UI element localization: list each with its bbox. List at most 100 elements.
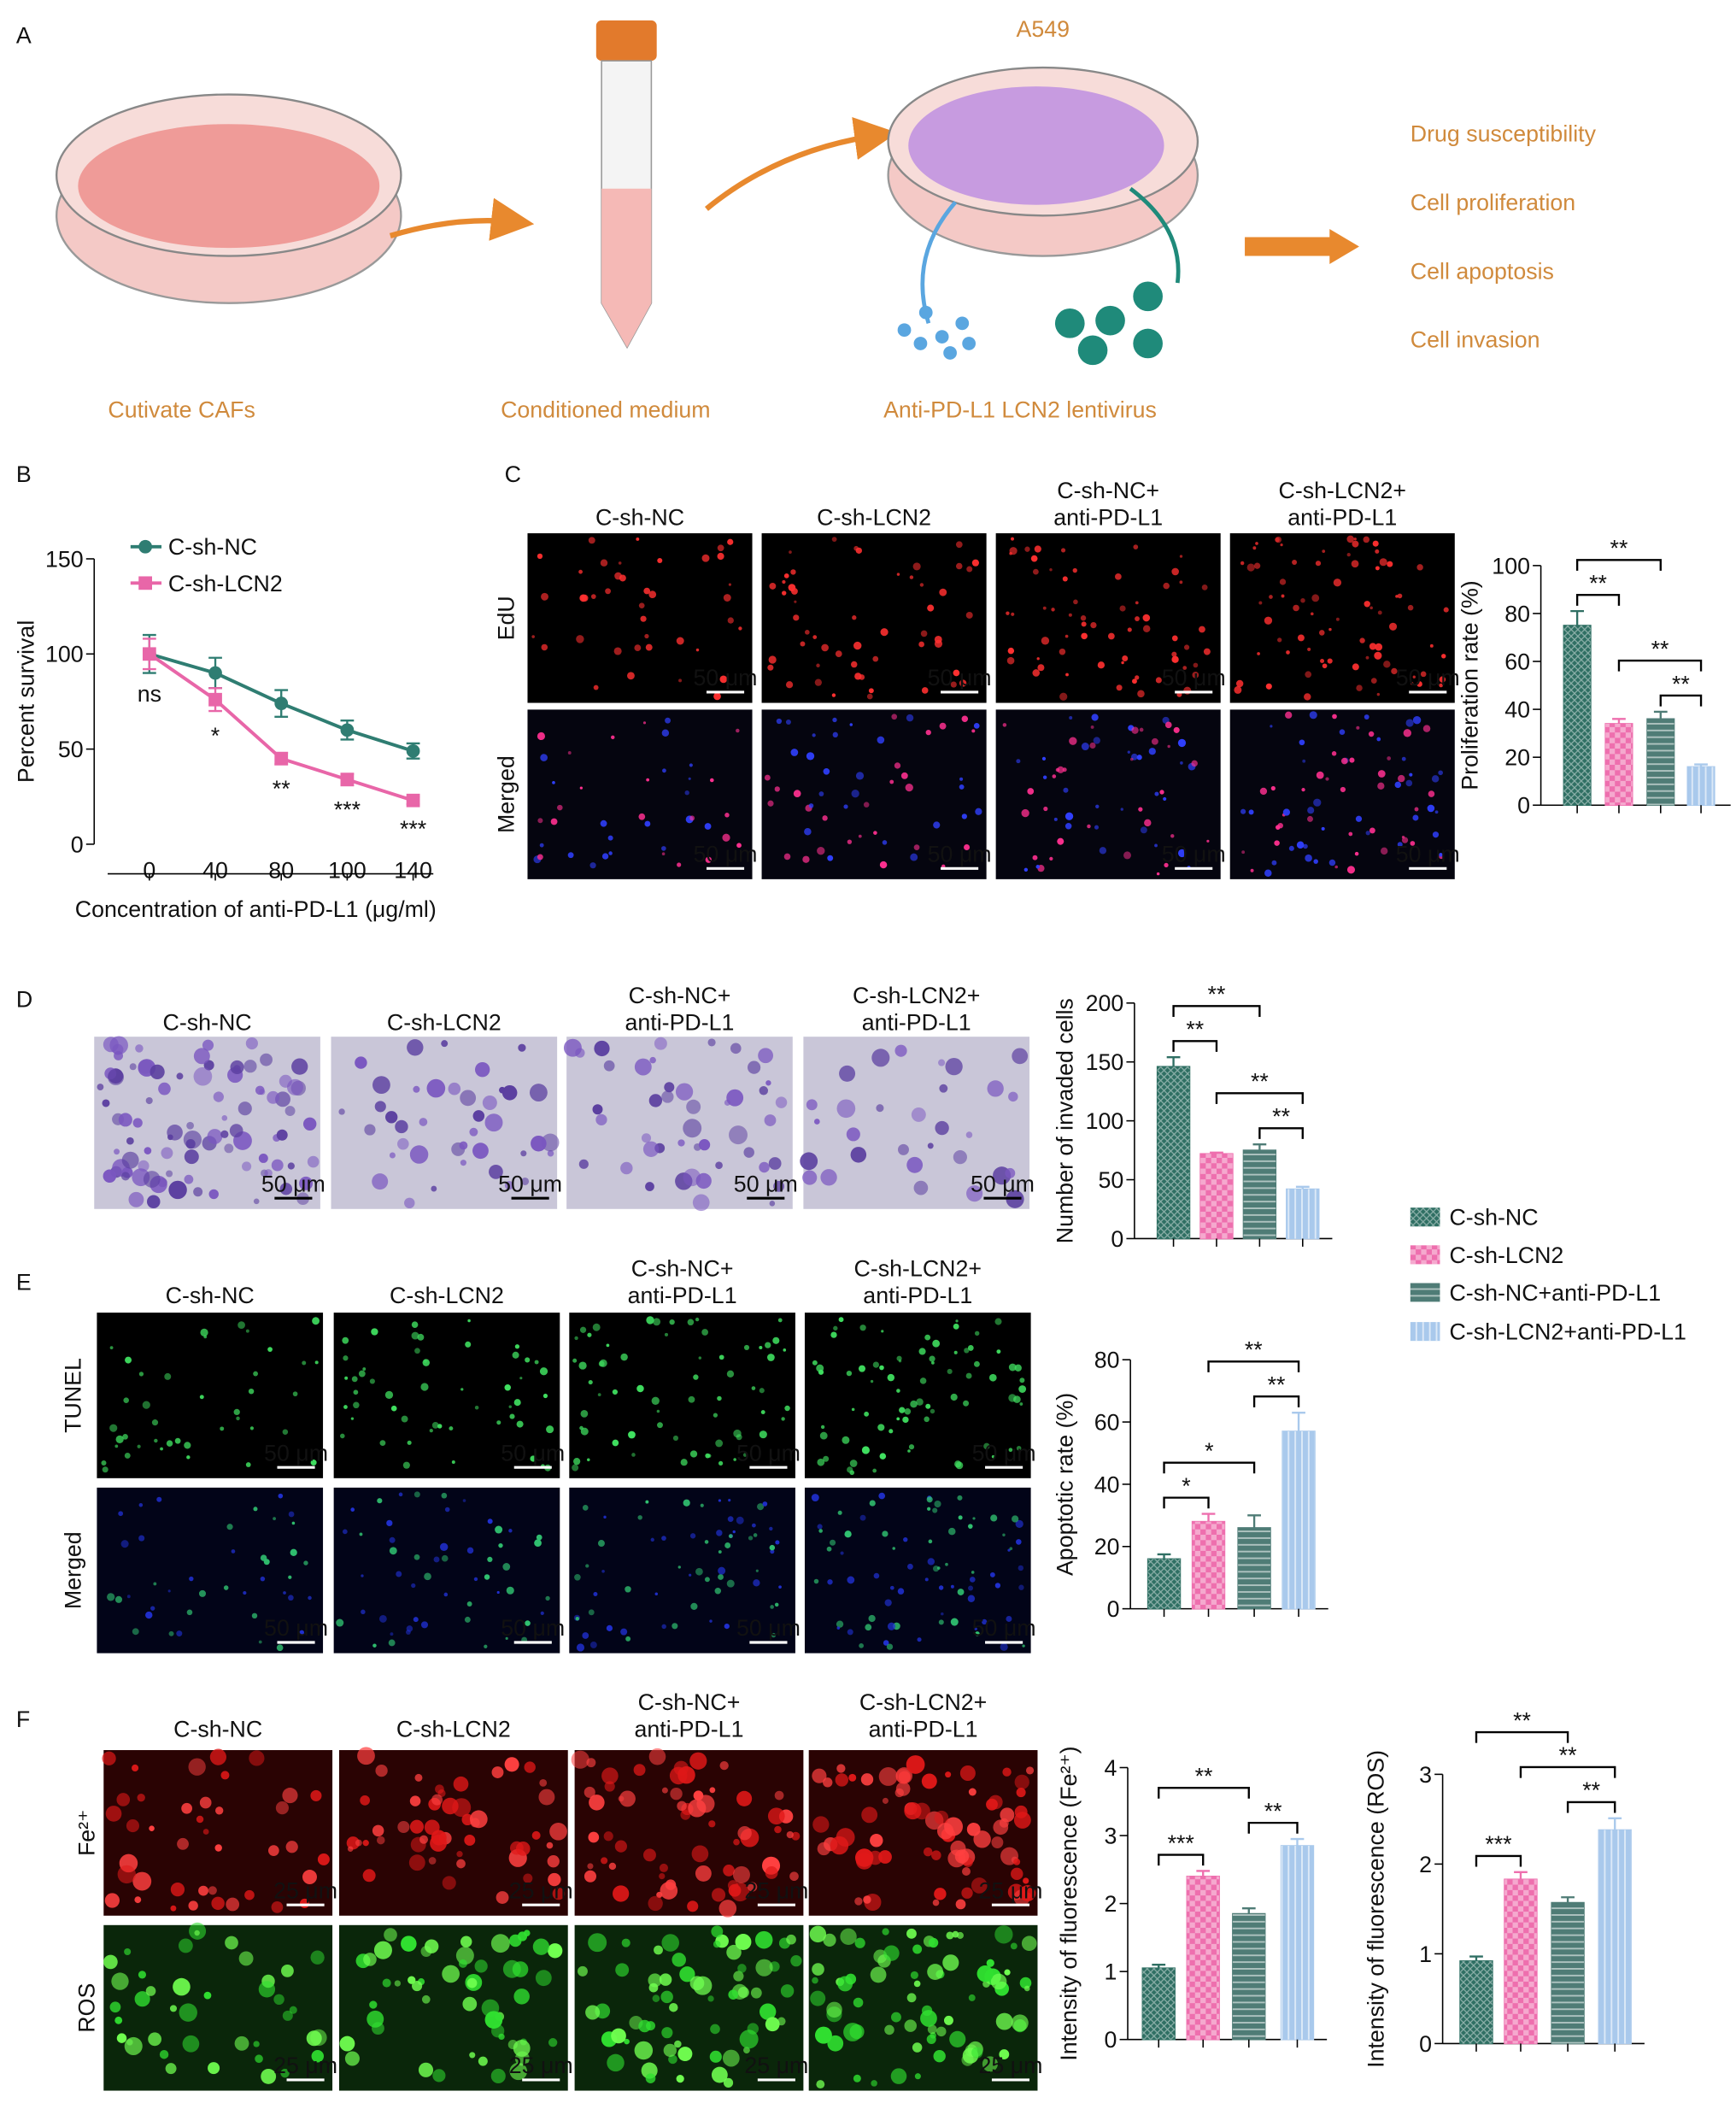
cell (437, 1424, 443, 1429)
cell (814, 678, 822, 686)
cell (120, 1172, 130, 1181)
cell (302, 1360, 307, 1366)
point (340, 772, 355, 787)
cell (947, 1849, 966, 1868)
cell (545, 1595, 550, 1601)
cell (843, 2023, 862, 2041)
cell (182, 2035, 200, 2053)
cell (390, 1632, 394, 1636)
cell (173, 1977, 191, 1996)
cell (945, 1771, 952, 1778)
cell (472, 1143, 489, 1160)
cell (248, 1388, 255, 1395)
cell (971, 1571, 975, 1574)
cell (273, 1994, 284, 2006)
cell (1018, 1385, 1027, 1393)
cell (1137, 690, 1145, 698)
cell (718, 1460, 724, 1466)
cell (614, 1840, 627, 1853)
column-header: C-sh-LCN2+ (1279, 478, 1407, 503)
cell (202, 1829, 209, 1835)
cell (588, 1933, 607, 1953)
cell (769, 1526, 773, 1531)
cell (611, 735, 615, 740)
cell (753, 1533, 758, 1537)
cell (1270, 785, 1276, 791)
cell (489, 1164, 503, 1179)
cell (820, 1425, 825, 1430)
cell (921, 1773, 937, 1789)
cell (775, 1540, 780, 1545)
cell (762, 1501, 768, 1507)
cell (132, 1871, 152, 1891)
significance: ** (1651, 636, 1669, 661)
cell (612, 1389, 618, 1395)
column-header: anti-PD-L1 (1287, 505, 1397, 531)
cell (689, 763, 693, 767)
cell (948, 1527, 956, 1536)
cell (233, 1408, 240, 1416)
cell (460, 1936, 472, 1947)
y-tick-label: 60 (1094, 1410, 1120, 1436)
cell (221, 1115, 228, 1121)
cell (879, 1365, 884, 1371)
cell (143, 1171, 161, 1188)
significance: ** (273, 776, 290, 802)
micrograph (333, 1487, 560, 1654)
cell (371, 1328, 378, 1336)
cell (687, 1319, 695, 1326)
y-tick-label: 100 (1086, 1108, 1124, 1134)
cell (769, 582, 777, 590)
cell (849, 1470, 855, 1476)
cell (402, 1461, 410, 1469)
cell (518, 1043, 526, 1052)
cell (267, 1347, 273, 1353)
cell (408, 1854, 425, 1871)
cell (774, 1602, 779, 1607)
y-tick-label: 4 (1105, 1755, 1117, 1781)
cell (810, 1990, 826, 2006)
cell (595, 1113, 607, 1125)
cell (308, 1595, 312, 1601)
cell (1171, 655, 1179, 663)
point (274, 696, 289, 711)
cell (678, 678, 683, 683)
cell (738, 626, 742, 631)
panel-label: C (505, 461, 521, 487)
y-tick-label: 80 (1504, 601, 1530, 626)
cell (765, 1866, 778, 1879)
y-tick-label: 0 (71, 831, 84, 857)
cell (459, 1141, 468, 1150)
cell (202, 1039, 214, 1051)
cell (717, 1395, 722, 1401)
cell (1081, 632, 1088, 640)
cell (306, 2030, 322, 2047)
cell (160, 1447, 163, 1451)
cell (1199, 626, 1205, 633)
cell (849, 1460, 858, 1467)
cell (431, 1421, 439, 1429)
cell (1356, 725, 1360, 730)
cell (936, 1823, 954, 1840)
cell (1123, 851, 1131, 860)
cell (413, 1491, 420, 1498)
cell (1009, 551, 1012, 555)
cell (214, 1844, 222, 1852)
cell (1010, 1942, 1018, 1950)
cell (689, 1752, 707, 1770)
cell (813, 1578, 819, 1584)
outcome: Drug susceptibility (1410, 121, 1597, 147)
cell (473, 1577, 478, 1582)
cell (938, 1619, 944, 1625)
cell (818, 791, 824, 796)
cell (872, 1468, 877, 1473)
cell (385, 1111, 398, 1124)
scale-bar-label: 25 μm (273, 1877, 337, 1903)
cell (1057, 837, 1064, 845)
cell (347, 1846, 354, 1852)
error-bar (1196, 1870, 1211, 1877)
cell (889, 1429, 894, 1434)
cell (1127, 750, 1130, 754)
cell (125, 1356, 132, 1364)
cell (612, 1439, 619, 1447)
